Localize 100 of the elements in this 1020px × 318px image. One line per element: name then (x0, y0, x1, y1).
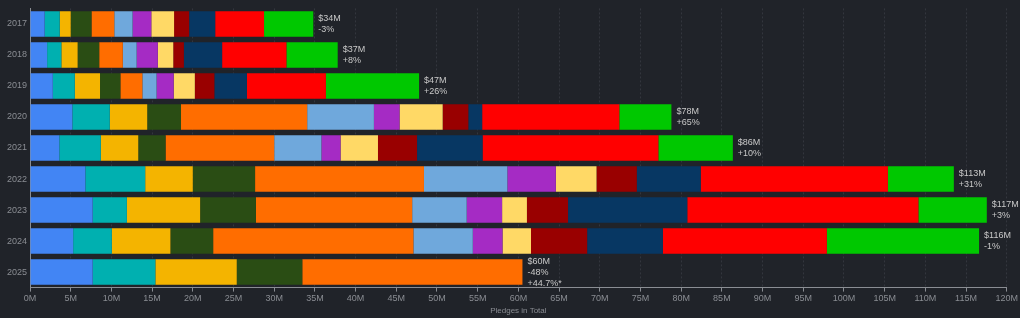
bar (173, 42, 184, 68)
bar (30, 73, 53, 99)
bar (138, 135, 166, 161)
x-tick-label: 15M (143, 293, 161, 304)
bar (619, 104, 672, 130)
bar (307, 104, 374, 130)
bar (114, 11, 133, 37)
bar (99, 42, 123, 68)
bar (246, 73, 326, 99)
x-tick-label: 35M (306, 293, 324, 304)
bar (92, 259, 156, 285)
total-label: $86M +10% (737, 136, 762, 158)
bar (70, 11, 92, 37)
bar (466, 197, 503, 223)
bar (136, 42, 158, 68)
bar (61, 42, 78, 68)
bar (236, 259, 303, 285)
bar (30, 42, 48, 68)
total-label: $34M -3% (318, 12, 341, 34)
bar (636, 166, 701, 192)
x-tick-label: 55M (468, 293, 487, 304)
bar (30, 197, 93, 223)
x-tick-label: 115M (955, 293, 977, 304)
bar (192, 166, 256, 192)
bar (100, 135, 139, 161)
bar (145, 166, 193, 192)
bar (412, 197, 467, 223)
bar (85, 166, 146, 192)
bar (194, 73, 215, 99)
bar (526, 197, 569, 223)
bar (59, 135, 101, 161)
bar (472, 228, 503, 254)
bar (340, 135, 378, 161)
bar (47, 42, 62, 68)
bar (200, 197, 256, 223)
bar (183, 42, 223, 68)
bar (92, 197, 127, 223)
bar (423, 166, 508, 192)
bar (30, 259, 93, 285)
bar (189, 11, 216, 37)
y-tick-label: 2024 (6, 235, 28, 246)
bar (658, 135, 733, 161)
bar (417, 135, 483, 161)
y-tick-label: 2025 (6, 266, 28, 277)
x-tick-label: 50M (428, 293, 446, 304)
total-label: $116M -1% (984, 230, 1011, 252)
x-tick-label: 20M (184, 293, 202, 304)
x-tick-label: 5M (64, 293, 77, 304)
total-label: $47M +26% (424, 74, 448, 96)
x-tick-label: 110M (914, 293, 937, 304)
bar (120, 73, 143, 99)
bar (30, 228, 74, 254)
bar (59, 11, 71, 37)
bar (687, 197, 919, 223)
bar (215, 11, 265, 37)
total-label: $78M +65% (676, 105, 700, 127)
bar (30, 11, 45, 37)
x-tick-label: 85M (713, 293, 731, 304)
x-tick-label: 120M (995, 293, 1018, 304)
bar (157, 42, 174, 68)
x-tick-label: 105M (873, 293, 896, 304)
x-tick-label: 65M (550, 293, 568, 304)
bar (286, 42, 338, 68)
bar (255, 197, 413, 223)
bar (373, 104, 400, 130)
bar (321, 135, 341, 161)
bar (170, 228, 214, 254)
bar (274, 135, 322, 161)
bar (100, 73, 121, 99)
x-tick-label: 95M (794, 293, 813, 304)
x-tick-label: 25M (224, 293, 243, 304)
bar (181, 104, 308, 130)
bar (222, 42, 287, 68)
bar (214, 73, 247, 99)
bar (596, 166, 637, 192)
y-tick-label: 2018 (6, 49, 28, 60)
bar (111, 228, 171, 254)
bar (151, 11, 175, 37)
bar (132, 11, 152, 37)
total-label: $113M +31% (958, 168, 986, 190)
bar (73, 228, 112, 254)
bar (173, 73, 195, 99)
bar (147, 104, 182, 130)
bar (109, 104, 148, 130)
bar (72, 104, 110, 130)
bar (502, 197, 527, 223)
bar (502, 228, 531, 254)
bar (507, 166, 556, 192)
bar (555, 166, 597, 192)
x-tick-label: 80M (672, 293, 690, 304)
bar (91, 11, 115, 37)
bar (468, 104, 483, 130)
bar (413, 228, 473, 254)
bar (77, 42, 100, 68)
y-tick-label: 2021 (6, 142, 28, 153)
bar (482, 104, 620, 130)
bar (918, 197, 987, 223)
bar (325, 73, 420, 99)
x-tick-label: 30M (265, 293, 283, 304)
y-tick-label: 2022 (6, 173, 28, 184)
